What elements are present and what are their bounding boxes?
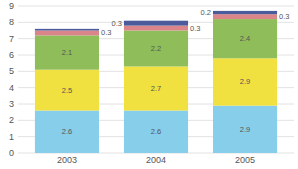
bar-segment [35, 31, 99, 36]
y-tick-label: 1 [9, 132, 14, 142]
data-label: 0.2 [201, 8, 211, 17]
y-tick-label: 8 [9, 17, 14, 27]
x-tick-label: 2004 [146, 155, 166, 165]
data-label: 2.2 [151, 44, 161, 53]
x-tick-label: 2005 [235, 155, 255, 165]
data-label: 2.6 [151, 127, 161, 136]
data-label: 0.3 [279, 12, 289, 21]
data-label: 2.9 [240, 125, 250, 134]
data-label: 2.4 [240, 34, 250, 43]
bar-segment [124, 111, 188, 153]
data-label: 0.3 [112, 19, 122, 28]
x-axis: 2003 2004 2005 [57, 155, 255, 165]
data-labels: 2.62.62.92.52.72.92.12.22.40.30.30.30.30… [62, 8, 290, 136]
bar-segment [35, 70, 99, 111]
data-label: 2.6 [62, 127, 72, 136]
bar-segment [35, 29, 99, 31]
y-tick-label: 6 [9, 50, 14, 60]
bar-segment [213, 14, 277, 19]
y-axis: 0 1 2 3 4 5 6 7 8 9 [9, 1, 14, 158]
bar-segment [213, 11, 277, 14]
data-label: 0.3 [190, 24, 200, 33]
data-label: 2.7 [151, 84, 161, 93]
y-tick-label: 4 [9, 83, 14, 93]
data-label: 0.3 [101, 28, 111, 37]
data-label: 2.1 [62, 48, 72, 57]
bar-segment [35, 35, 99, 69]
bar-segment [213, 19, 277, 58]
bar-segment [124, 26, 188, 31]
y-tick-label: 5 [9, 66, 14, 76]
bar-segment [124, 31, 188, 67]
bars [35, 11, 277, 153]
y-tick-label: 2 [9, 115, 14, 125]
bar-segment [124, 21, 188, 26]
y-tick-label: 0 [9, 148, 14, 158]
y-tick-label: 3 [9, 99, 14, 109]
grid-line [18, 6, 294, 7]
chart: 0 1 2 3 4 5 6 7 8 9 2.6 2.6 2.9 2.5 2.7 2.9 2.1 2.2 2.4 0.3… [0, 0, 298, 169]
grid [18, 6, 294, 153]
bar-segment [35, 111, 99, 153]
bar-segment [124, 66, 188, 110]
y-tick-label: 9 [9, 1, 14, 11]
y-tick-label: 7 [9, 34, 14, 44]
bar-segment [213, 58, 277, 105]
bar-segment [213, 106, 277, 153]
data-label: 2.9 [240, 77, 250, 86]
x-tick-label: 2003 [57, 155, 77, 165]
data-label: 2.5 [62, 86, 72, 95]
